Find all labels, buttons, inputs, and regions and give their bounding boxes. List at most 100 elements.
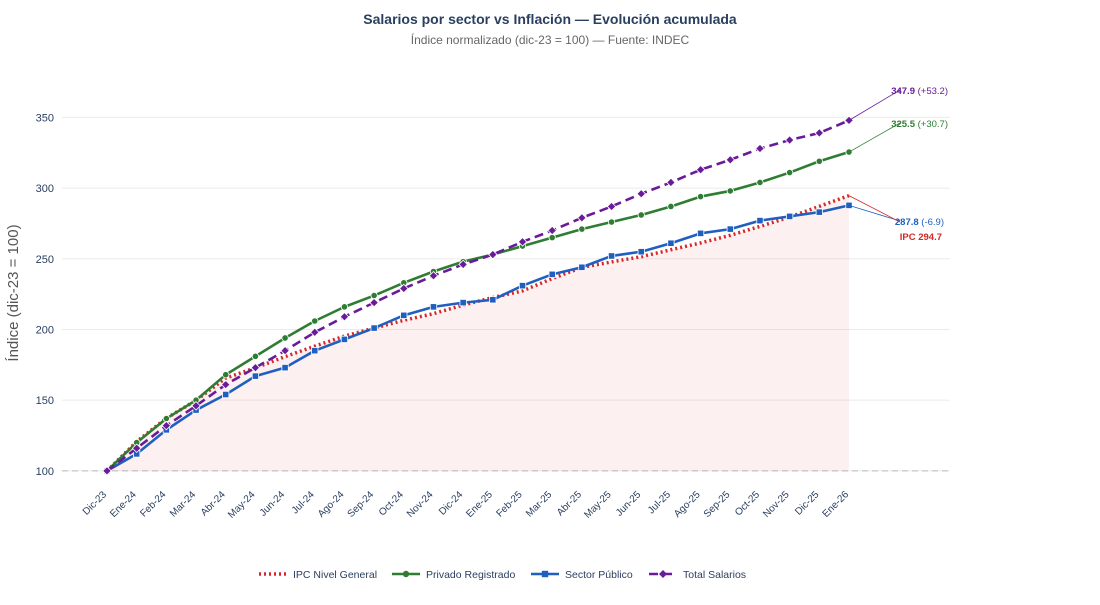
legend-marker [402,570,410,578]
legend-label: Sector Público [565,569,633,581]
grid: 100 150 200 250 300 350 [36,112,950,478]
x-tick-label: Jun-24 [258,489,288,519]
data-point [161,420,172,431]
data-point [369,297,379,308]
data-point [400,311,408,319]
annotation-label: IPC 294.7 [900,232,942,243]
data-point [666,177,676,188]
data-point [637,211,645,219]
data-point [220,379,231,390]
data-point [459,299,467,307]
ipc-fill-area [107,195,849,471]
data-point [577,213,587,223]
data-point [548,233,556,242]
legend: IPC Nivel General Privado Registrado Secto… [259,569,746,581]
data-point [784,135,795,145]
data-point [518,282,527,290]
data-point [695,164,706,175]
data-point [756,217,764,225]
data-point [786,168,794,177]
data-point [102,466,112,476]
x-tick-label: Abr-24 [199,489,228,518]
annotation-delta: (-6.9) [919,217,944,228]
y-tick-label: 200 [36,324,54,336]
data-point [814,128,825,138]
data-point [428,270,439,281]
legend-label: IPC Nivel General [293,569,377,581]
data-point [370,324,378,332]
x-tick-label: Oct-25 [733,489,762,518]
annotation-value: IPC 294.7 [900,232,942,243]
x-tick-label: Jul-25 [646,489,673,516]
data-point [667,239,675,247]
x-tick-label: Abr-25 [555,489,584,518]
legend-label: Privado Registrado [426,569,515,581]
chart-title: Salarios por sector vs Inflación — Evolu… [363,11,737,27]
data-point [250,362,261,373]
data-point [251,372,259,380]
ipc-area-fill [107,195,849,471]
data-point [726,225,734,233]
data-point [340,303,349,311]
x-tick-label: Nov-24 [405,489,436,520]
x-tick-label: Jun-25 [614,489,644,519]
data-point [311,317,319,325]
data-point [815,208,823,216]
x-tick-label: Mar-25 [524,489,554,519]
data-point [222,390,230,399]
x-tick-label: May-25 [582,489,614,521]
data-point [251,352,259,360]
annotation-value: 347.9 [891,86,915,97]
x-tick-label: Jul-24 [290,489,317,516]
annotation-value: 287.8 [895,217,919,228]
data-point [548,270,556,278]
annotation-callout [848,122,901,153]
data-point [281,364,289,372]
legend-item: IPC Nivel General [259,569,377,581]
y-tick-label: 150 [36,395,54,407]
x-tick-label: Feb-25 [494,489,524,519]
data-point [517,237,528,247]
data-point [280,345,290,356]
data-point [667,202,675,211]
data-point [756,178,764,187]
data-point [309,327,320,338]
annotation-value: 325.5 [891,119,915,130]
data-point [815,157,823,165]
data-point [637,248,645,256]
x-tick-label: Ago-24 [316,489,347,520]
annotation-callout [848,195,901,223]
y-tick-label: 350 [36,112,54,124]
data-point [429,303,438,311]
data-point [311,347,319,355]
legend-label: Total Salarios [683,569,746,581]
data-point [636,188,647,199]
x-tick-label: Dic-25 [793,489,822,518]
legend-item: Sector Público [531,569,633,581]
data-point [191,401,201,411]
end-annotations: 347.9 (+53.2) 325.5 (+30.7) 287.8 (-6.9) IP… [848,86,948,243]
data-point [131,443,142,454]
annotation-label: 287.8 (-6.9) [895,217,944,228]
series-line [106,204,850,472]
legend-marker [541,570,549,578]
chart-subtitle: Índice normalizado (dic-23 = 100) — Fuen… [411,32,690,47]
x-tick-label: Ago-25 [672,489,703,520]
legend-item: Total Salarios [649,569,746,581]
x-tick-label: Mar-24 [168,489,198,519]
x-tick-label: Ene-24 [108,489,139,520]
data-point [339,311,350,322]
data-point [578,263,586,271]
data-point [547,225,557,236]
series-group [102,115,854,476]
data-point [489,296,497,304]
data-point [162,414,170,423]
x-tick-label: Sep-25 [702,489,733,520]
data-point [697,229,705,237]
x-tick-label: Feb-24 [138,489,168,519]
annotation-delta: (+30.7) [915,119,948,130]
y-tick-label: 250 [36,254,54,266]
